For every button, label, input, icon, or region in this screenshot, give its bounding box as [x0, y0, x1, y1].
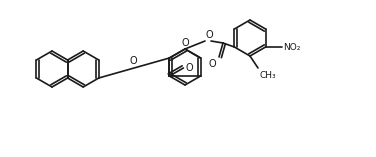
Text: O: O — [208, 59, 216, 69]
Text: O: O — [185, 63, 193, 73]
Text: O: O — [206, 30, 214, 40]
Text: O: O — [181, 38, 189, 48]
Text: NO₂: NO₂ — [284, 43, 301, 51]
Text: O: O — [129, 56, 137, 66]
Text: CH₃: CH₃ — [259, 71, 276, 80]
